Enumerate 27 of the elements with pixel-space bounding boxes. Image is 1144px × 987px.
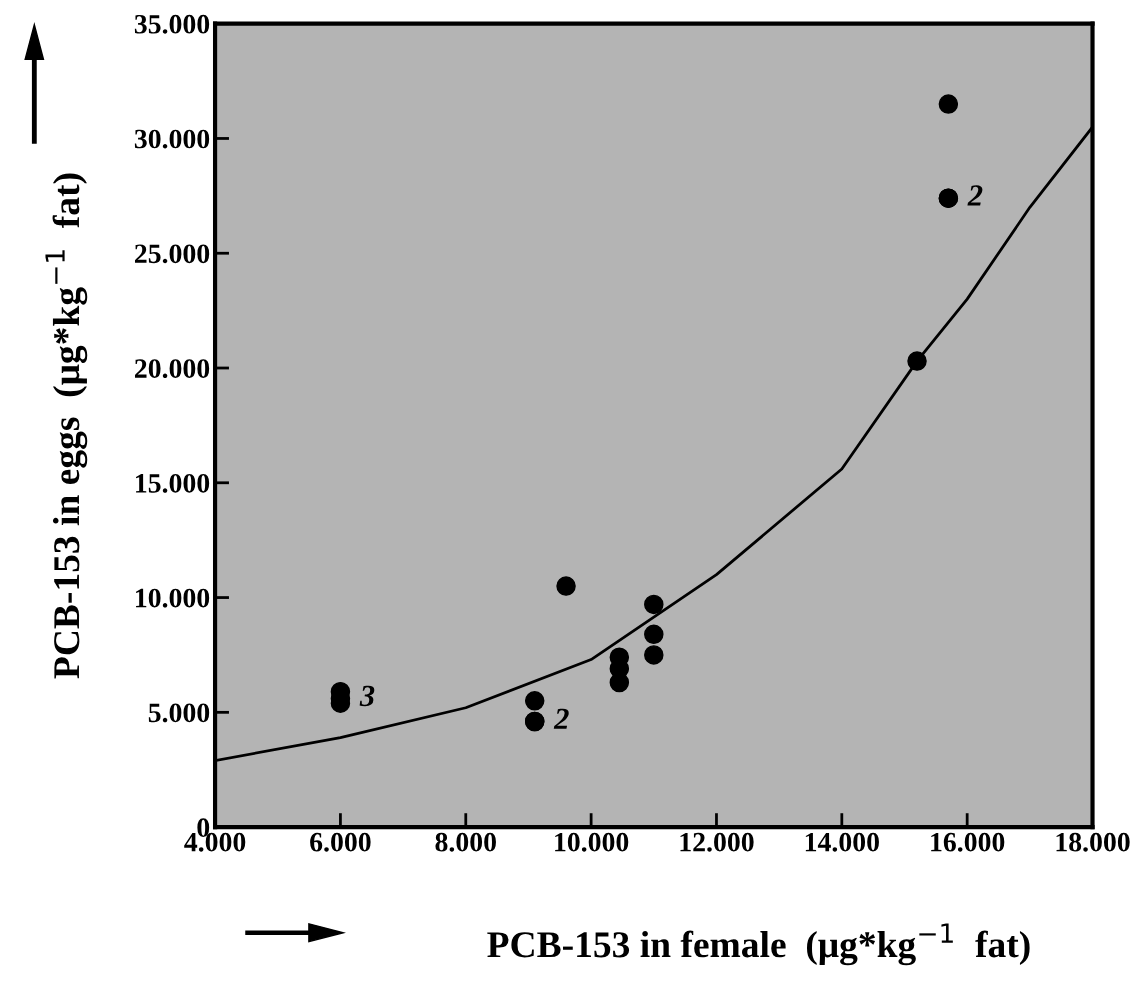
y-axis-title: PCB-153 in eggs (μg*kg$^{−1}$ fat) <box>45 173 88 679</box>
point <box>938 94 959 114</box>
annotation: 3 <box>359 685 375 707</box>
y-tick-label: 5.000 <box>148 703 210 723</box>
y-tick-label: 25.000 <box>134 244 210 264</box>
x-axis-title: PCB-153 in female (μg*kg$^{−1}$ fat) <box>487 923 1030 966</box>
point <box>644 594 664 615</box>
x-tick-label: 6.000 <box>310 832 371 852</box>
point <box>524 691 545 711</box>
annotation: 2 <box>553 708 569 729</box>
x-tick-label: 8.000 <box>435 832 496 852</box>
x-tick-label: 14.000 <box>805 832 879 852</box>
annotation: 2 <box>967 185 983 206</box>
point <box>907 351 927 371</box>
x-tick-label: 10.000 <box>555 832 629 852</box>
point <box>609 672 630 693</box>
y-tick-label: 30.000 <box>134 129 210 149</box>
point <box>644 624 664 645</box>
y-tick-label: 15.000 <box>136 473 210 493</box>
x-tick-label: 18.000 <box>1056 832 1130 852</box>
y-tick-label: 10.000 <box>136 588 210 608</box>
y-tick-label: 20.000 <box>134 359 210 379</box>
y-tick-label: 35.000 <box>134 14 210 34</box>
x-tick-label: 16.000 <box>931 832 1005 852</box>
point <box>644 645 664 665</box>
x-tick-label: 12.000 <box>680 832 754 852</box>
point <box>556 576 576 596</box>
